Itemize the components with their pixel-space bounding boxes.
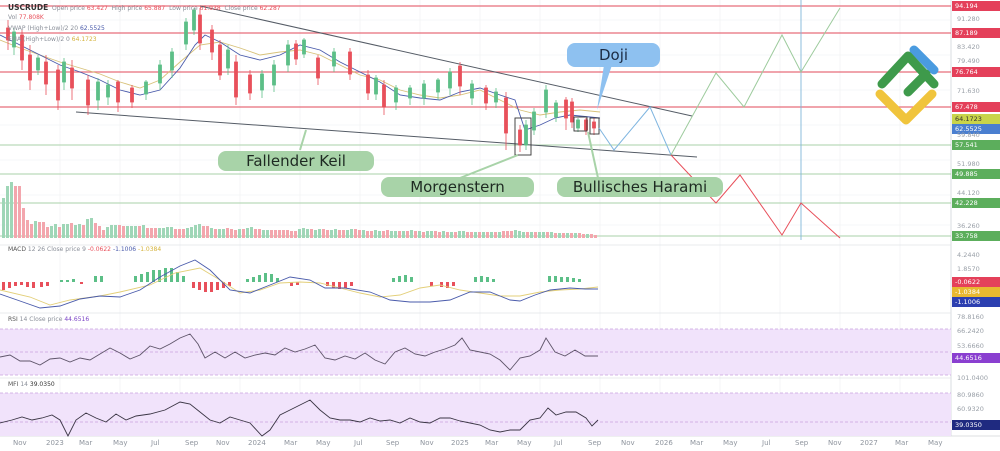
price-tick: 51.980 <box>957 160 980 168</box>
mfi-line <box>0 399 599 438</box>
macd-tick: 4.2440 <box>957 251 980 259</box>
rsi-line <box>0 333 598 371</box>
wedge-upper-line <box>199 5 693 117</box>
x-tick: Nov <box>828 439 842 447</box>
x-tick: Jul <box>554 439 563 447</box>
doji-label: Doji <box>567 43 660 67</box>
x-tick: May <box>316 439 331 447</box>
vwap-legend: VWAP (High+Low)/2 20 62.5525 <box>8 25 105 32</box>
x-tick: Sep <box>795 439 809 447</box>
x-tick: Sep <box>185 439 199 447</box>
x-tick: Sep <box>386 439 400 447</box>
x-tick: 2024 <box>248 439 266 447</box>
macd-signal-line <box>0 267 599 306</box>
price-tick: 44.120 <box>957 189 980 197</box>
macd-legend: MACD 12 26 Close price 9 -0.0622 -1.1006… <box>8 246 162 253</box>
rsi-value-tag: 44.6516 <box>952 353 1000 363</box>
x-tick: Mar <box>79 439 93 447</box>
macd-line-tag: -1.1006 <box>952 297 1000 307</box>
level-tag-33: 33.758 <box>952 231 1000 241</box>
mfi-value-tag: 39.0350 <box>952 420 1000 430</box>
macd-hist-tag: -0.0622 <box>952 277 1000 287</box>
x-tick: May <box>113 439 128 447</box>
x-tick: Jul <box>762 439 771 447</box>
doji-box <box>589 117 600 135</box>
ema-legend: EMA (High+Low)/2 0 64.1723 <box>8 36 97 43</box>
x-tick: Mar <box>895 439 909 447</box>
level-tag-76: 76.764 <box>952 67 1000 77</box>
level-tag-87: 87.189 <box>952 28 1000 38</box>
morning-star-box <box>514 117 532 156</box>
resistance-lines <box>0 5 951 108</box>
vwap-line <box>0 34 601 131</box>
volume-bars <box>2 182 597 238</box>
x-tick: May <box>517 439 532 447</box>
brand-logo-icon <box>875 45 939 125</box>
x-tick: Jul <box>354 439 363 447</box>
level-tag-94: 94.194 <box>952 1 1000 11</box>
x-tick: Nov <box>216 439 230 447</box>
green-scenario-path <box>670 7 841 156</box>
symbol-legend: USCRUDE Open price 63.427 High price 65.… <box>8 3 281 12</box>
price-tick: 83.420 <box>957 43 980 51</box>
rsi-tick: 78.8160 <box>957 313 984 321</box>
macd-tick: 1.8570 <box>957 265 980 273</box>
vwap-tag: 62.5525 <box>952 124 1000 134</box>
level-tag-57: 57.541 <box>952 140 1000 150</box>
x-tick: 2025 <box>451 439 469 447</box>
morning-star-label: Morgenstern <box>381 177 534 197</box>
ema-line <box>0 39 601 116</box>
level-tag-67: 67.478 <box>952 102 1000 112</box>
x-tick: Nov <box>13 439 27 447</box>
price-tick: 59.840 <box>957 131 980 139</box>
bullish-harami-label: Bullisches Harami <box>557 177 723 197</box>
rsi-tick: 53.6660 <box>957 342 984 350</box>
x-tick: Mar <box>284 439 298 447</box>
mfi-band <box>0 393 951 436</box>
price-tick: 71.630 <box>957 87 980 95</box>
mfi-tick: 60.9320 <box>957 405 984 413</box>
blue-scenario-path <box>598 106 672 156</box>
rsi-legend: RSI 14 Close price 44.6516 <box>8 316 90 323</box>
rsi-tick: 66.2420 <box>957 327 984 335</box>
x-tick: 2027 <box>860 439 878 447</box>
mfi-tick: 101.0400 <box>957 374 989 382</box>
mfi-tick: 80.9860 <box>957 391 984 399</box>
harami-box <box>573 116 588 132</box>
mfi-legend: MFI 14 39.0350 <box>8 381 55 388</box>
price-tick: 79.490 <box>957 57 980 65</box>
level-tag-49: 49.885 <box>952 169 1000 179</box>
price-tick: 36.260 <box>957 222 980 230</box>
ema-tag: 64.1723 <box>952 114 1000 124</box>
macd-line <box>0 259 598 309</box>
wedge-lower-line <box>75 111 698 158</box>
x-tick: Nov <box>621 439 635 447</box>
x-tick: May <box>723 439 738 447</box>
volume-legend: Vol 77.808K <box>8 14 44 21</box>
symbol-name: USCRUDE <box>8 3 49 12</box>
price-tick: 91.280 <box>957 15 980 23</box>
falling-wedge-label: Fallender Keil <box>218 151 374 171</box>
x-tick: 2023 <box>46 439 64 447</box>
macd-signal-tag: -1.0384 <box>952 287 1000 297</box>
x-tick: Jul <box>151 439 160 447</box>
x-tick: May <box>928 439 943 447</box>
x-tick: Sep <box>588 439 602 447</box>
x-tick: Mar <box>485 439 499 447</box>
x-tick: Mar <box>690 439 704 447</box>
level-tag-42: 42.228 <box>952 198 1000 208</box>
candlesticks <box>6 8 596 152</box>
x-tick: 2026 <box>655 439 673 447</box>
x-tick: Nov <box>420 439 434 447</box>
macd-histogram <box>2 268 581 292</box>
